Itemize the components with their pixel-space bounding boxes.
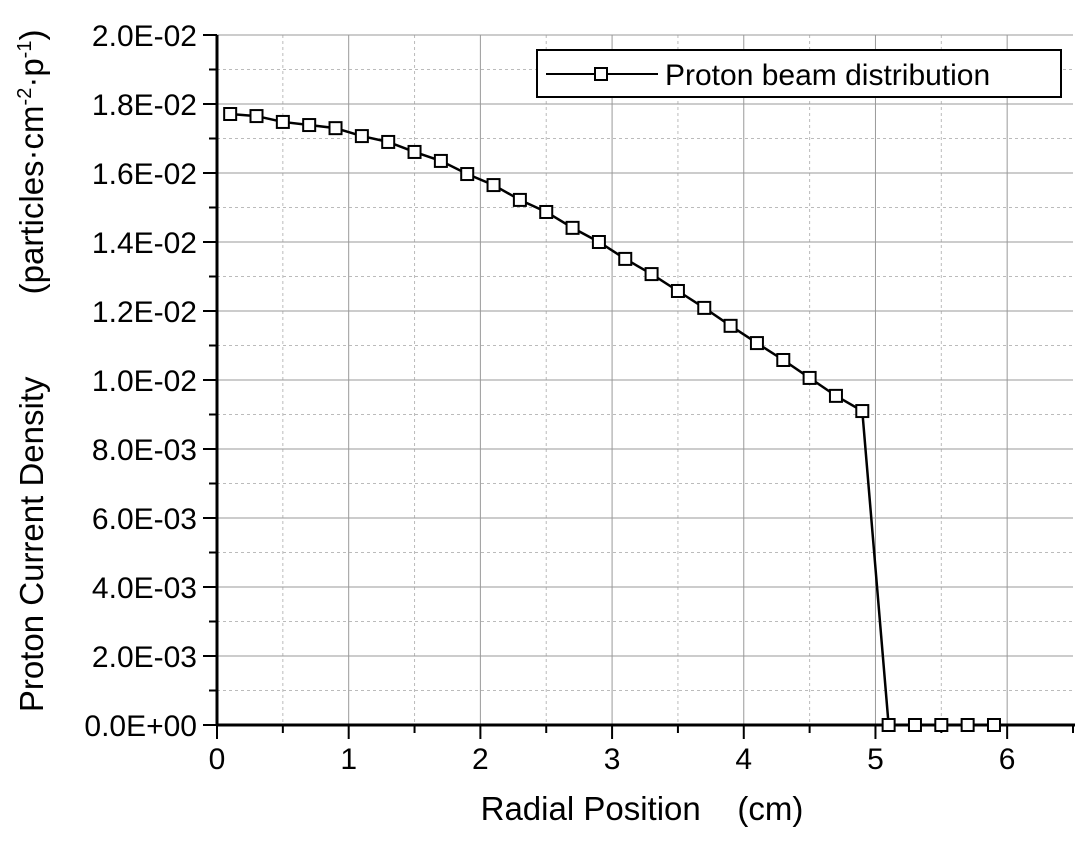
y-tick-label: 1.6E-02 (92, 158, 197, 191)
y-tick-label: 4.0E-03 (92, 572, 197, 605)
y-tick-label: 1.0E-02 (92, 365, 197, 398)
legend-marker (594, 67, 608, 81)
data-point-marker (802, 370, 817, 385)
data-point-marker (302, 118, 317, 133)
y-axis-label-mid: ·p (13, 58, 50, 87)
data-point-marker (591, 235, 606, 249)
data-point-marker (670, 283, 685, 298)
data-point-marker (934, 718, 949, 732)
y-tick-label: 0.0E+00 (84, 710, 197, 743)
y-tick-label: 6.0E-03 (92, 503, 197, 536)
x-tick-label: 0 (209, 743, 226, 776)
y-axis-label-sup2: -1 (14, 41, 36, 59)
y-tick-label: 1.4E-02 (92, 227, 197, 260)
data-point-marker (828, 388, 843, 403)
legend-label: Proton beam distribution (665, 59, 990, 92)
x-tick-label: 1 (340, 743, 357, 776)
axes: 0 1 2 3 4 5 6 0.0E+00 2.0E-03 4.0E-03 6.0E-03 8.0E-… (84, 20, 1075, 776)
series (223, 107, 1001, 732)
data-point-marker (907, 718, 922, 732)
data-point-marker (986, 718, 1001, 732)
y-axis-label-main: Proton Current Density (13, 376, 50, 712)
data-point-marker (697, 300, 712, 315)
data-point-marker (749, 336, 764, 351)
y-axis-label-end: ) (13, 30, 50, 41)
data-point-marker (328, 121, 343, 136)
data-point-marker (881, 718, 896, 732)
grid (217, 34, 1073, 725)
data-point-marker (539, 204, 554, 219)
x-axis-label: Radial Position (cm) (481, 790, 804, 827)
y-tick-label: 1.8E-02 (92, 89, 197, 122)
data-point-marker (486, 178, 501, 193)
y-axis-label-sup1: -2 (14, 88, 36, 106)
data-point-marker (565, 220, 580, 235)
data-point-marker (223, 107, 238, 122)
data-point-marker (618, 251, 633, 266)
data-point-marker (960, 718, 975, 732)
y-axis-label-units: (particles·cm (13, 105, 50, 294)
data-point-marker (723, 318, 738, 333)
x-tick-label: 4 (735, 743, 752, 776)
y-tick-label: 8.0E-03 (92, 434, 197, 467)
data-point-marker (407, 144, 422, 159)
data-point-marker (275, 114, 290, 129)
y-tick-label: 2.0E-02 (92, 20, 197, 53)
legend-box (536, 49, 1062, 98)
svg-text:Proton Current Density (: Proton Current Density (particles·cm-2·p… (13, 0, 50, 776)
data-point-marker (460, 167, 475, 182)
y-axis-label: Proton Current Density (particles·cm-2·p… (13, 0, 50, 776)
data-point-marker (249, 109, 264, 124)
legend: Proton beam distribution (536, 49, 1062, 98)
x-tick-label: 3 (604, 743, 621, 776)
data-point-marker (433, 153, 448, 168)
data-point-marker (381, 134, 396, 149)
x-tick-label: 6 (999, 743, 1016, 776)
data-point-marker (855, 404, 870, 419)
x-tick-label: 5 (867, 743, 884, 776)
y-tick-label: 2.0E-03 (92, 641, 197, 674)
data-point-marker (776, 352, 791, 367)
x-tick-label: 2 (472, 743, 489, 776)
y-tick-label: 1.2E-02 (92, 296, 197, 329)
data-point-marker (512, 192, 527, 207)
data-point-marker (644, 267, 659, 282)
data-point-marker (354, 129, 369, 144)
